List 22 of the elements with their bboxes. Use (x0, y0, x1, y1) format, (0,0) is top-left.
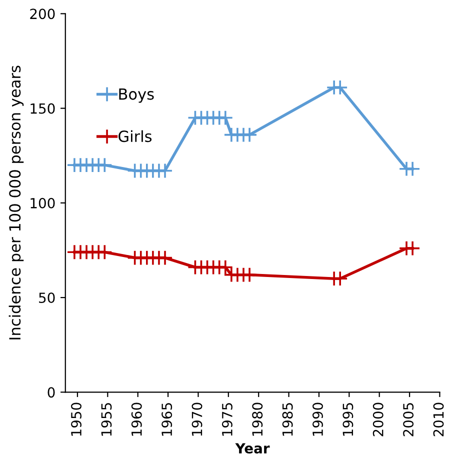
x-tick-label: 1950 (70, 402, 82, 436)
y-axis-title: Incidence per 100 000 person years (8, 66, 24, 340)
x-tick-label: 2005 (403, 403, 414, 436)
y-tick-label: 150 (30, 103, 55, 114)
x-tick-label: 1965 (162, 403, 172, 436)
legend-label: Boys (119, 88, 154, 103)
x-tick-label: 1995 (342, 403, 354, 436)
x-tick-label: 1980 (252, 402, 263, 436)
x-tick-label: 2010 (433, 402, 444, 436)
y-tick-label: 0 (48, 387, 55, 398)
x-tick-label: 1990 (312, 402, 324, 436)
x-tick-label: 1985 (282, 403, 293, 436)
x-axis-title: Year (235, 443, 270, 454)
x-tick-label: 1960 (131, 402, 142, 436)
legend-label: Girls (118, 130, 152, 142)
y-tick-label: 100 (30, 198, 55, 208)
x-tick-label: 1975 (222, 403, 232, 436)
y-tick-label: 50 (39, 292, 55, 304)
x-tick-label: 2000 (372, 402, 384, 436)
x-tick-label: 1970 (192, 402, 202, 436)
x-tick-label: 1955 (101, 403, 112, 436)
y-tick-label: 200 (30, 8, 55, 20)
